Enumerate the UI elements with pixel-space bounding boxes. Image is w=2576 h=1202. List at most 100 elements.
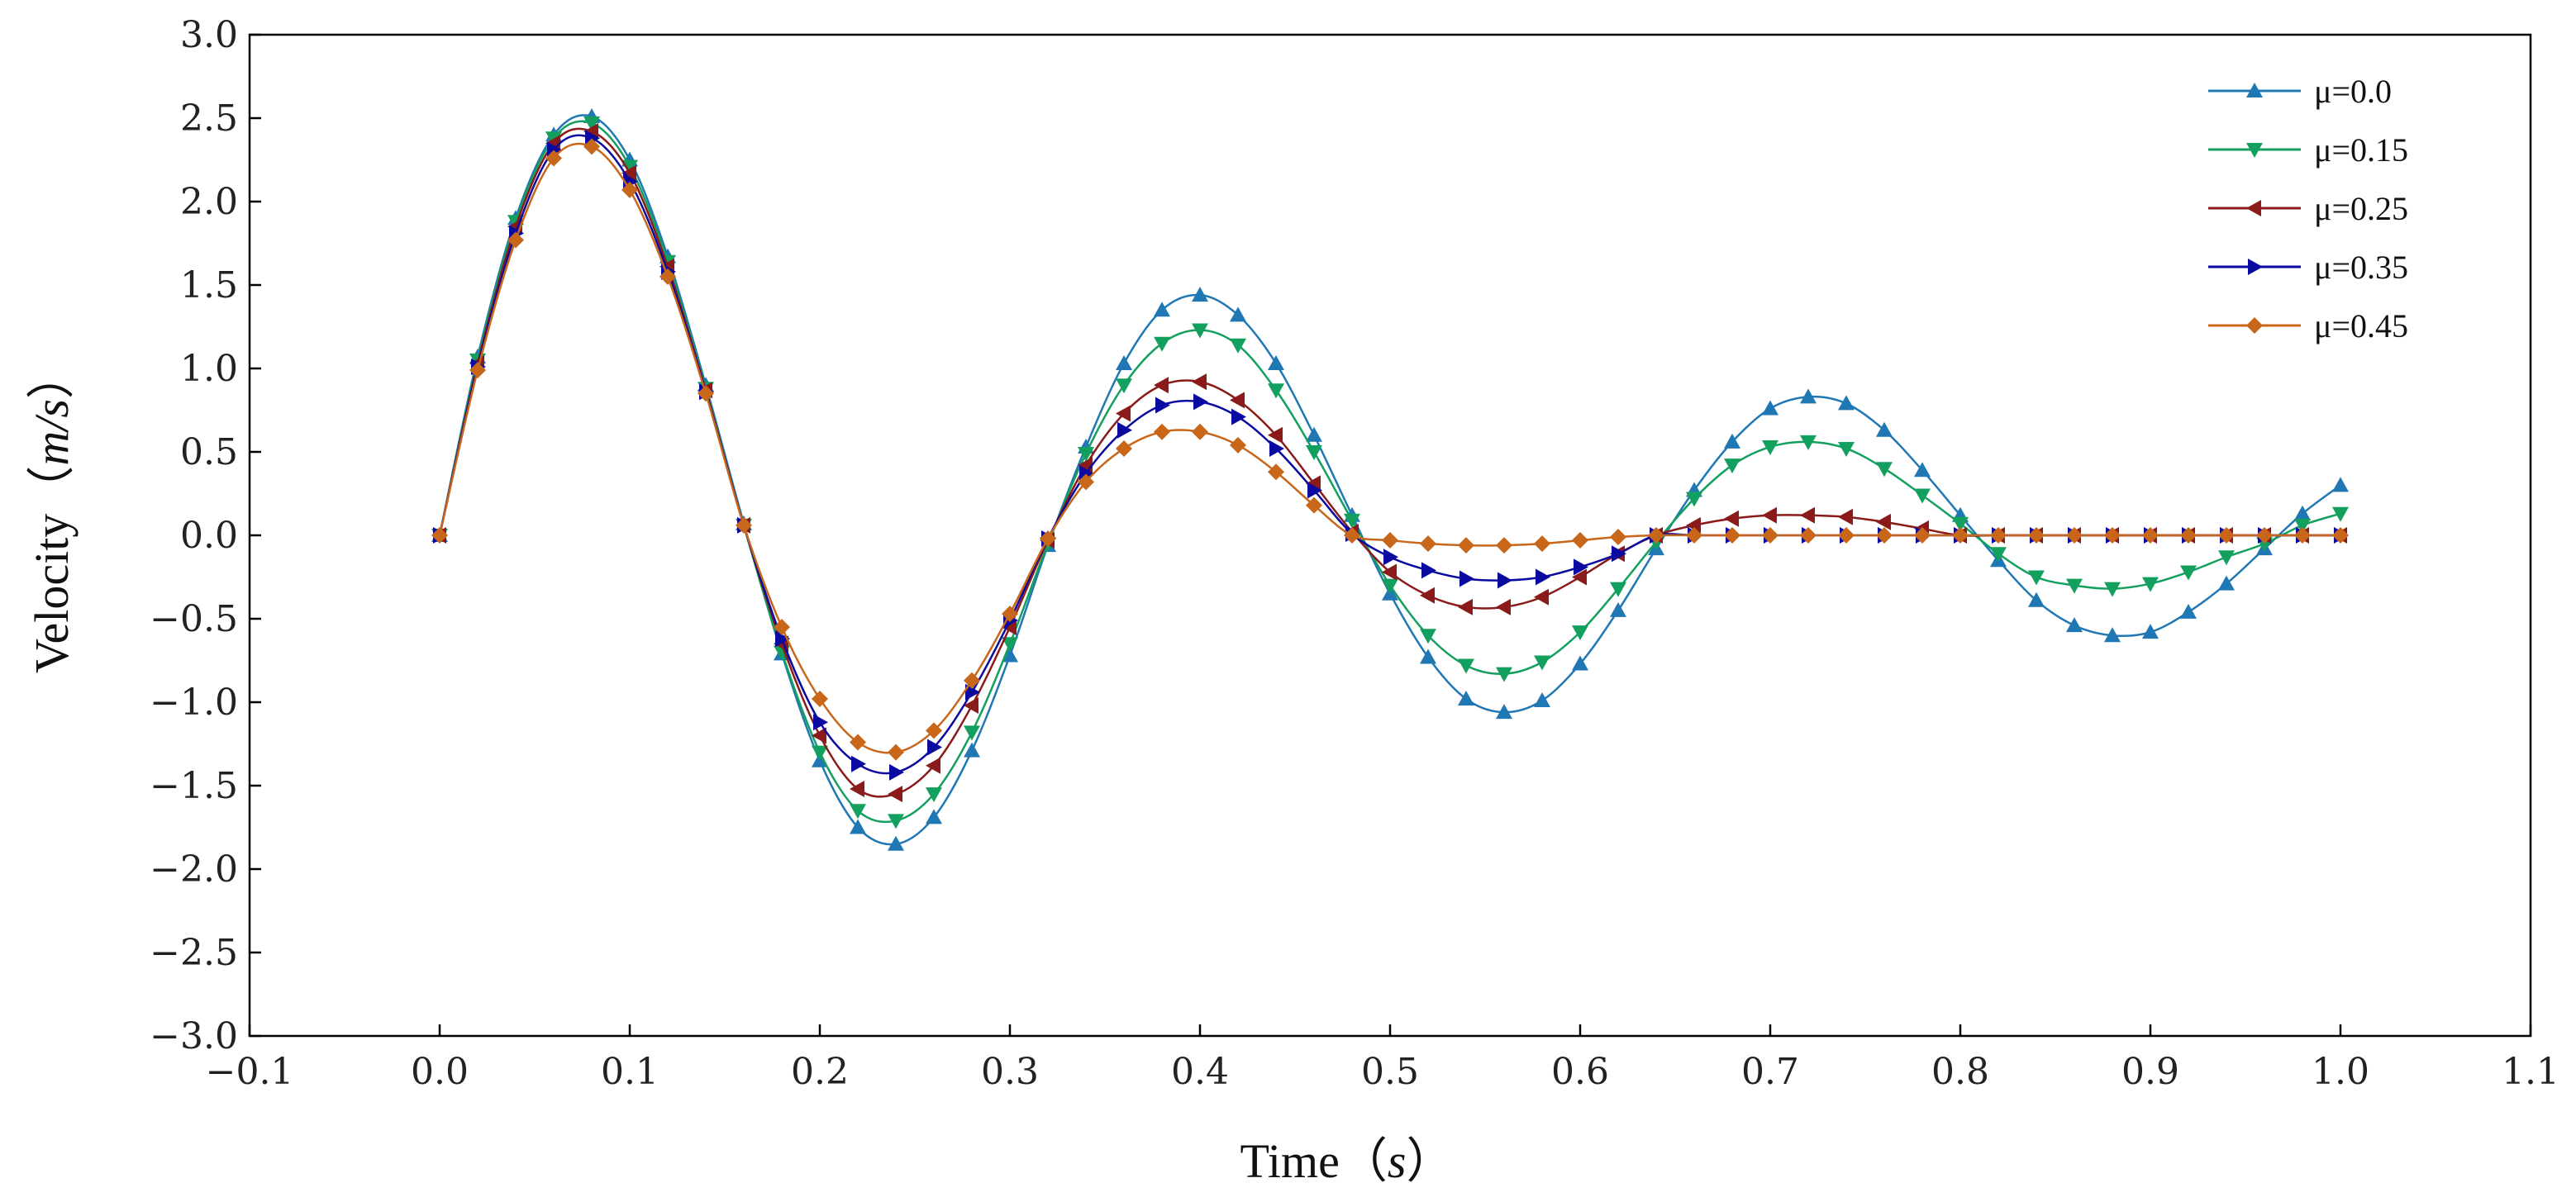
data-point — [1192, 423, 1208, 440]
x-tick-label: 0.7 — [1741, 1051, 1799, 1093]
x-axis-unit: s — [1388, 1134, 1407, 1188]
data-point — [1800, 388, 1817, 404]
data-point — [1268, 383, 1284, 399]
data-point — [1762, 400, 1778, 416]
data-point — [1914, 488, 1931, 504]
axes-layer: −0.1 0.0 0.1 0.2 0.3 0.4 0.5 0.6 0.7 0.8 0.9 1.0 1.1… — [150, 14, 2559, 1093]
legend-label: μ=0.35 — [2314, 249, 2408, 286]
x-tick-label: 0.2 — [791, 1051, 849, 1093]
data-point — [1155, 397, 1170, 414]
y-tick-label: −1.0 — [150, 682, 238, 724]
data-point — [1382, 532, 1398, 549]
data-point — [2180, 527, 2197, 544]
data-point — [1002, 647, 1018, 663]
data-point — [1876, 421, 1893, 437]
legend: μ=0.0 μ=0.15 μ=0.25 μ=0.35 μ=0.45 — [2208, 73, 2408, 344]
data-point — [1078, 447, 1094, 463]
data-point — [1458, 598, 1473, 615]
data-point — [1838, 527, 1855, 544]
data-point — [1876, 513, 1891, 530]
data-point — [583, 116, 600, 132]
data-point — [1306, 426, 1322, 442]
x-axis-label: Time — [1240, 1134, 1340, 1188]
x-tick-label: 1.0 — [2312, 1051, 2369, 1093]
data-point — [1572, 625, 1588, 641]
data-point — [1002, 605, 1018, 622]
data-point — [2028, 527, 2045, 544]
x-tick-label: 1.1 — [2502, 1051, 2559, 1093]
data-point — [1536, 568, 1550, 586]
data-point — [1230, 392, 1245, 409]
data-point — [1268, 426, 1283, 444]
legend-label: μ=0.25 — [2314, 190, 2408, 227]
data-point — [583, 138, 600, 155]
data-point — [1420, 587, 1435, 604]
x-tick-label: 0.6 — [1551, 1051, 1609, 1093]
legend-item: μ=0.35 — [2208, 249, 2408, 286]
data-point — [1498, 572, 1512, 589]
data-point — [1724, 458, 1740, 474]
data-point — [1574, 558, 1588, 576]
legend-marker — [2246, 200, 2261, 216]
data-point — [507, 231, 524, 249]
data-point — [1230, 436, 1246, 454]
data-point — [1002, 637, 1018, 653]
data-point — [2294, 527, 2311, 544]
data-point — [1192, 323, 1208, 339]
data-point — [927, 739, 942, 756]
data-point — [1990, 527, 2007, 544]
data-point — [1116, 405, 1131, 422]
legend-label: μ=0.0 — [2314, 73, 2392, 110]
data-point — [2104, 627, 2121, 643]
data-point — [1192, 373, 1207, 391]
data-point — [1534, 691, 1550, 707]
data-point — [1952, 516, 1969, 532]
legend-item: μ=0.0 — [2208, 73, 2392, 110]
data-point — [1116, 439, 1132, 457]
x-tick-label: 0.3 — [981, 1051, 1039, 1093]
legend-item: μ=0.25 — [2208, 190, 2408, 227]
data-point — [1496, 667, 1512, 682]
data-point — [1686, 527, 1702, 544]
data-point — [1572, 568, 1587, 586]
y-tick-label: −1.5 — [150, 765, 238, 807]
data-point — [1344, 527, 1360, 544]
data-point — [850, 804, 866, 820]
legend-marker — [2246, 317, 2263, 334]
data-point — [1420, 629, 1436, 644]
data-point — [1686, 492, 1702, 507]
data-point — [1268, 463, 1284, 481]
data-point — [1458, 690, 1474, 706]
data-point — [1230, 338, 1246, 354]
y-axis-unit: m/s — [25, 399, 79, 466]
y-axis-label: Velocity — [25, 514, 79, 673]
data-point — [1762, 506, 1777, 524]
legend-marker — [2248, 259, 2263, 275]
data-point — [926, 787, 942, 803]
data-point — [964, 742, 980, 758]
data-point — [851, 755, 866, 772]
data-point — [621, 181, 638, 198]
data-point — [850, 819, 866, 834]
data-point — [774, 619, 790, 636]
x-tick-label: 0.5 — [1361, 1051, 1419, 1093]
y-tick-label: 1.0 — [180, 348, 238, 390]
data-point — [1496, 537, 1512, 554]
data-point — [1610, 529, 1626, 546]
y-tick-label: 0.0 — [180, 515, 238, 557]
data-point — [1724, 510, 1739, 527]
legend-marker — [2246, 143, 2263, 158]
data-point — [1762, 439, 1778, 455]
data-point — [1458, 658, 1474, 674]
data-point — [812, 745, 828, 761]
legend-label: μ=0.15 — [2314, 131, 2408, 169]
data-point — [2294, 505, 2311, 520]
data-point — [2332, 527, 2349, 544]
data-point — [2028, 570, 2045, 586]
data-point — [2180, 603, 2197, 619]
data-point — [1612, 545, 1626, 563]
data-point — [1078, 473, 1094, 491]
data-point — [1534, 655, 1550, 671]
data-point — [2332, 477, 2349, 492]
